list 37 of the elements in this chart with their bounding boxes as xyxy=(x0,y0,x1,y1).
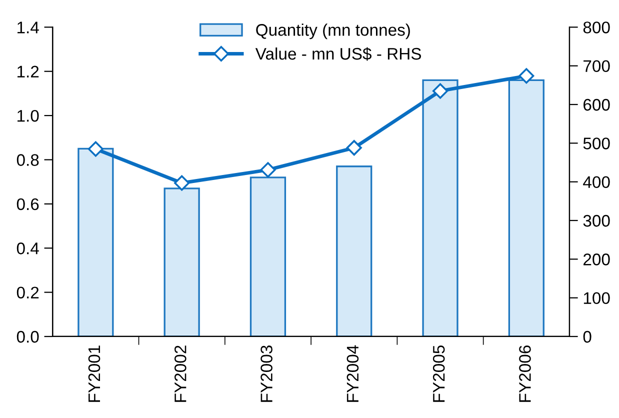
y2-tick-label: 700 xyxy=(584,60,610,72)
point xyxy=(260,162,276,178)
y2-tick-label: 200 xyxy=(584,254,610,266)
bar xyxy=(250,176,286,336)
legend-label: Value - mn US$ - RHS xyxy=(255,47,421,61)
y-tick-label: 1.2 xyxy=(18,66,39,78)
point xyxy=(432,83,448,99)
y2-tick-label: 0 xyxy=(583,330,592,343)
bar xyxy=(164,188,200,336)
y-tick-label: 0.0 xyxy=(16,330,39,343)
point xyxy=(88,141,104,157)
x-tick-label: FY2004 xyxy=(346,345,359,402)
y-tick-label: 1.4 xyxy=(18,22,39,34)
x-tick-label: FY2006 xyxy=(519,346,531,402)
y2-tick-label: 300 xyxy=(583,214,610,227)
bar xyxy=(336,166,372,336)
bar xyxy=(78,148,114,336)
x-tick-label: FY2005 xyxy=(432,346,445,402)
y2-tick-label: 100 xyxy=(584,292,610,304)
point xyxy=(518,68,534,84)
y-tick-label: 0.2 xyxy=(16,286,39,299)
x-tick-label: FY2003 xyxy=(260,346,272,402)
point xyxy=(174,175,190,191)
x-tick-label: FY2002 xyxy=(174,346,186,402)
y2-tick-label: 800 xyxy=(583,22,610,34)
x-tick-label: FY2001 xyxy=(88,346,100,402)
y2-tick-label: 500 xyxy=(583,138,610,150)
y2-tick-label: 600 xyxy=(584,98,610,111)
y-tick-label: 1.0 xyxy=(18,110,39,122)
bar xyxy=(508,79,544,336)
y2-tick-label: 400 xyxy=(583,176,610,188)
y-tick-label: 0.8 xyxy=(16,154,39,166)
y-tick-label: 0.6 xyxy=(16,198,39,210)
bar xyxy=(422,79,458,336)
point xyxy=(346,140,362,156)
y-tick-label: 0.4 xyxy=(16,242,39,254)
legend-label: Quantity (mn tonnes) xyxy=(256,24,410,40)
